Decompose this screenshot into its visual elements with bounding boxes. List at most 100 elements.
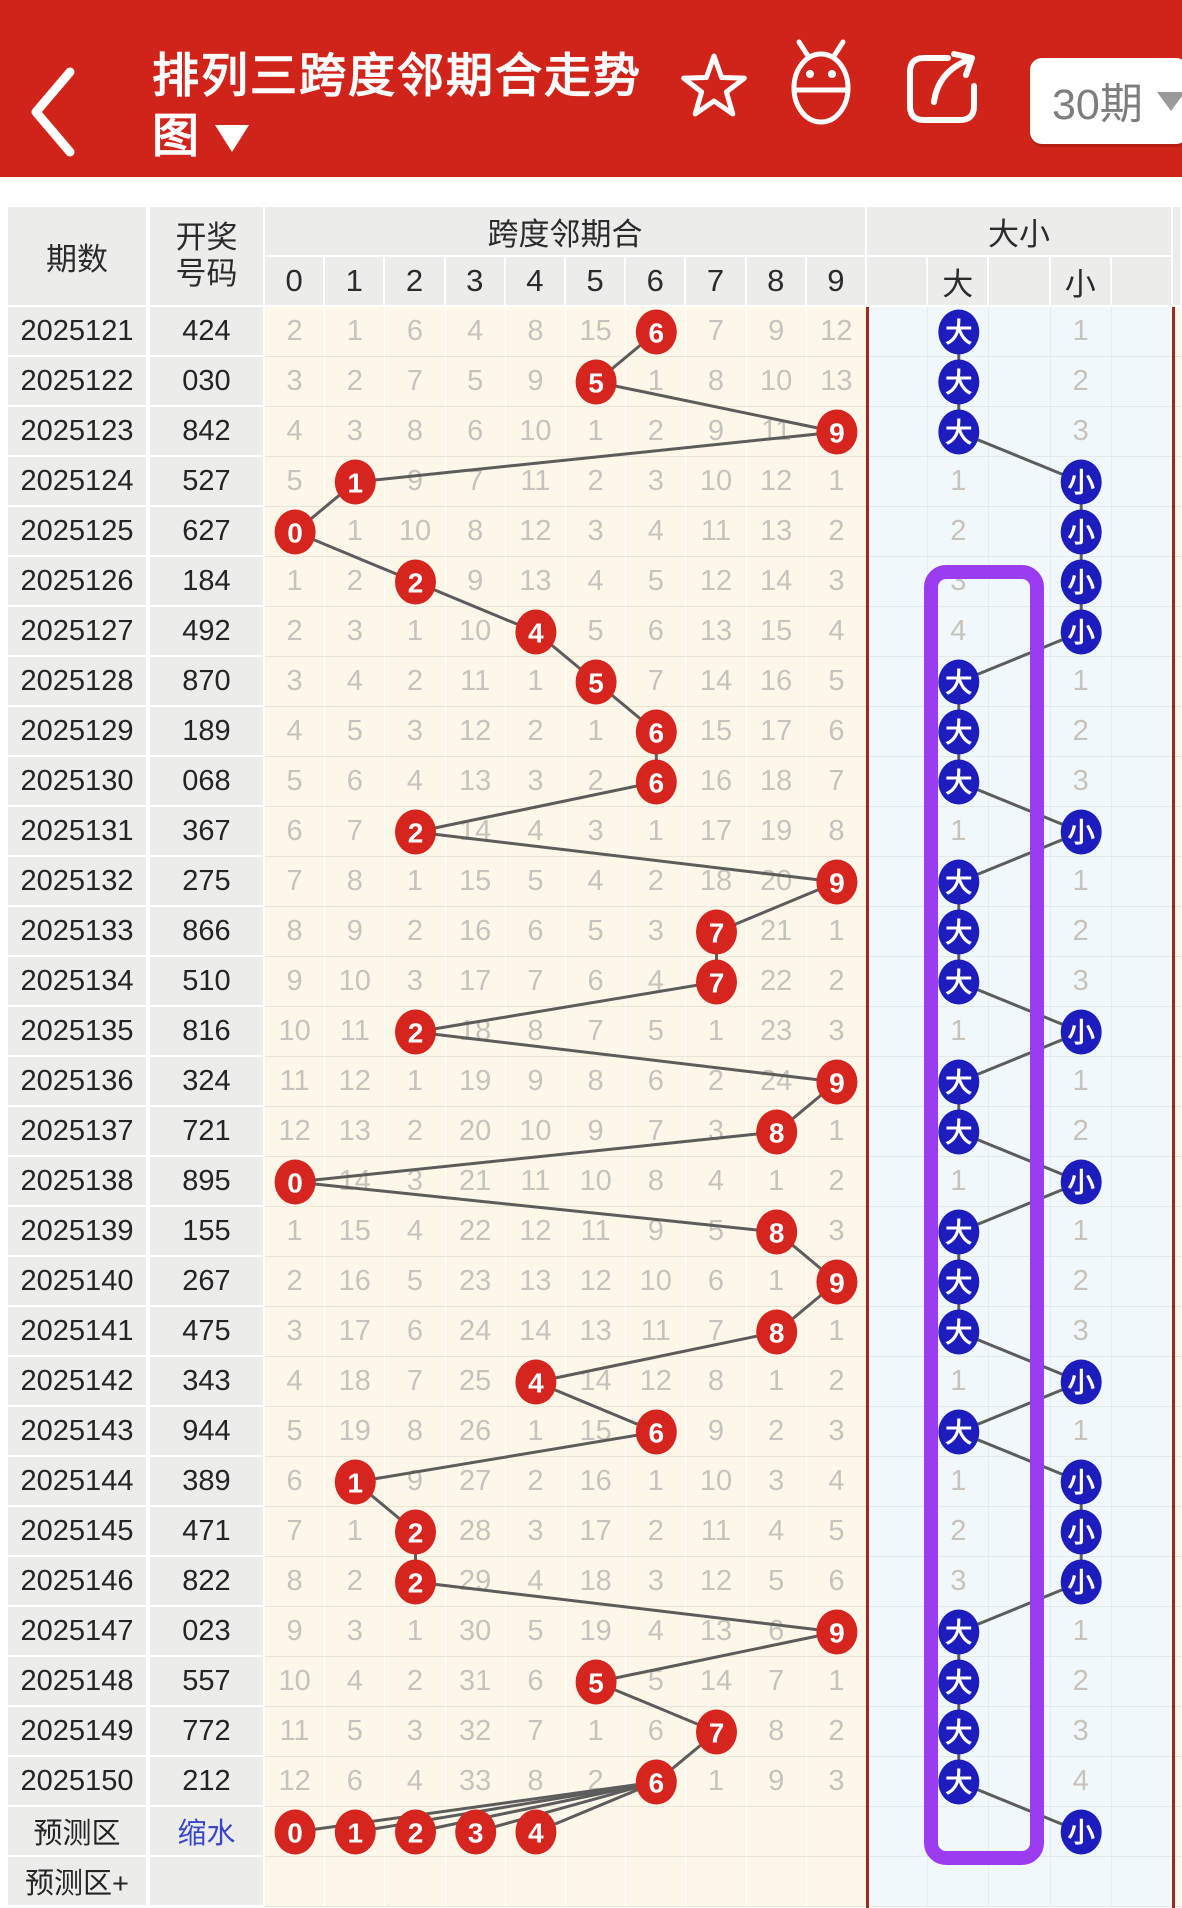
span-count-cell: 13	[505, 1257, 566, 1307]
span-count-cell: 3	[626, 457, 687, 507]
span-count-cell: 1	[626, 357, 687, 407]
size-count-cell	[989, 1107, 1051, 1157]
share-icon[interactable]	[900, 0, 984, 177]
header-span-col-8: 8	[746, 257, 807, 307]
span-count-cell: 11	[566, 1207, 627, 1257]
span-count-cell: 8	[686, 1357, 747, 1407]
span-count-cell: 12	[566, 1257, 627, 1307]
size-count-cell	[989, 657, 1051, 707]
span-count-cell: 5	[806, 1507, 867, 1557]
size-count-cell: 2	[928, 1507, 990, 1557]
size-count-cell: 3	[928, 557, 990, 607]
span-count-cell: 2	[566, 1757, 627, 1807]
span-count-cell: 9	[385, 1457, 446, 1507]
span-count-cell	[505, 1807, 566, 1857]
span-count-cell: 2	[265, 307, 326, 357]
span-count-cell: 8	[445, 507, 506, 557]
size-count-cell: 3	[1050, 1707, 1112, 1757]
span-count-cell	[626, 757, 687, 807]
span-count-cell: 2	[566, 457, 627, 507]
shrink-link-cell[interactable]: 缩水	[150, 1807, 265, 1857]
section-divider-line	[1172, 307, 1175, 1908]
span-count-cell: 14	[686, 657, 747, 707]
size-count-cell	[1111, 307, 1173, 357]
span-count-cell: 9	[686, 407, 747, 457]
draw-number-cell: 324	[150, 1057, 265, 1107]
span-count-cell	[385, 807, 446, 857]
span-count-cell: 3	[505, 757, 566, 807]
span-count-cell: 5	[626, 557, 687, 607]
title-dropdown[interactable]: 排列三跨度邻期合走势 图	[152, 46, 642, 166]
span-count-cell: 5	[626, 1657, 687, 1707]
draw-number-cell: 212	[150, 1757, 265, 1807]
span-count-cell	[806, 1057, 867, 1107]
period-cell: 2025141	[8, 1307, 148, 1357]
span-count-cell: 3	[325, 1607, 386, 1657]
size-count-cell	[928, 1107, 990, 1157]
span-count-cell: 8	[566, 1057, 627, 1107]
size-count-cell	[867, 1057, 929, 1107]
size-count-cell	[989, 607, 1051, 657]
span-count-cell	[626, 1857, 687, 1907]
draw-number-cell: 557	[150, 1657, 265, 1707]
span-count-cell: 5	[325, 1707, 386, 1757]
size-count-cell	[1111, 1407, 1173, 1457]
span-count-cell: 9	[686, 1407, 747, 1457]
size-count-cell	[1050, 1507, 1112, 1557]
span-count-cell: 12	[505, 507, 566, 557]
size-count-cell	[928, 757, 990, 807]
span-count-cell: 1	[566, 407, 627, 457]
span-count-cell: 21	[746, 907, 807, 957]
period-cell: 2025142	[8, 1357, 148, 1407]
section-divider-line	[865, 307, 869, 1908]
span-count-cell: 1	[626, 807, 687, 857]
size-count-cell	[867, 1757, 929, 1807]
span-count-cell: 3	[385, 707, 446, 757]
span-count-cell: 10	[445, 607, 506, 657]
size-count-cell	[989, 807, 1051, 857]
span-count-cell: 5	[445, 357, 506, 407]
size-count-cell	[928, 1207, 990, 1257]
size-count-cell: 4	[1050, 1757, 1112, 1807]
span-count-cell: 3	[265, 657, 326, 707]
span-count-cell: 6	[385, 1307, 446, 1357]
size-count-cell	[989, 357, 1051, 407]
period-cell: 2025132	[8, 857, 148, 907]
span-count-cell: 6	[566, 957, 627, 1007]
span-count-cell: 5	[505, 1607, 566, 1657]
span-count-cell: 14	[325, 1157, 386, 1207]
size-count-cell	[867, 457, 929, 507]
span-count-cell: 11	[686, 507, 747, 557]
span-count-cell: 8	[385, 407, 446, 457]
header-size-group: 大小	[867, 207, 1173, 257]
period-count-dropdown[interactable]: 30期	[1030, 58, 1182, 144]
span-count-cell: 1	[746, 1357, 807, 1407]
span-count-cell: 4	[325, 657, 386, 707]
size-count-cell	[989, 1357, 1051, 1407]
size-count-cell	[989, 1457, 1051, 1507]
star-icon[interactable]	[678, 0, 750, 177]
span-count-cell: 21	[445, 1157, 506, 1207]
size-count-cell	[928, 1707, 990, 1757]
size-count-cell	[928, 907, 990, 957]
draw-number-cell: 184	[150, 557, 265, 607]
span-count-cell: 9	[505, 1057, 566, 1107]
size-count-cell: 2	[1050, 707, 1112, 757]
span-count-cell: 12	[325, 1057, 386, 1107]
span-count-cell: 11	[505, 457, 566, 507]
android-icon[interactable]	[783, 0, 859, 177]
back-icon[interactable]	[26, 66, 78, 158]
span-count-cell: 8	[626, 1157, 687, 1207]
draw-number-cell: 023	[150, 1607, 265, 1657]
size-count-cell	[989, 457, 1051, 507]
span-count-cell: 6	[746, 1607, 807, 1657]
size-count-cell: 3	[1050, 407, 1112, 457]
period-cell: 2025143	[8, 1407, 148, 1457]
span-count-cell: 10	[505, 1107, 566, 1157]
span-count-cell: 7	[265, 1507, 326, 1557]
span-count-cell: 6	[686, 1257, 747, 1307]
size-count-cell	[928, 657, 990, 707]
size-count-cell	[867, 1457, 929, 1507]
size-count-cell	[867, 357, 929, 407]
size-count-cell	[867, 1607, 929, 1657]
